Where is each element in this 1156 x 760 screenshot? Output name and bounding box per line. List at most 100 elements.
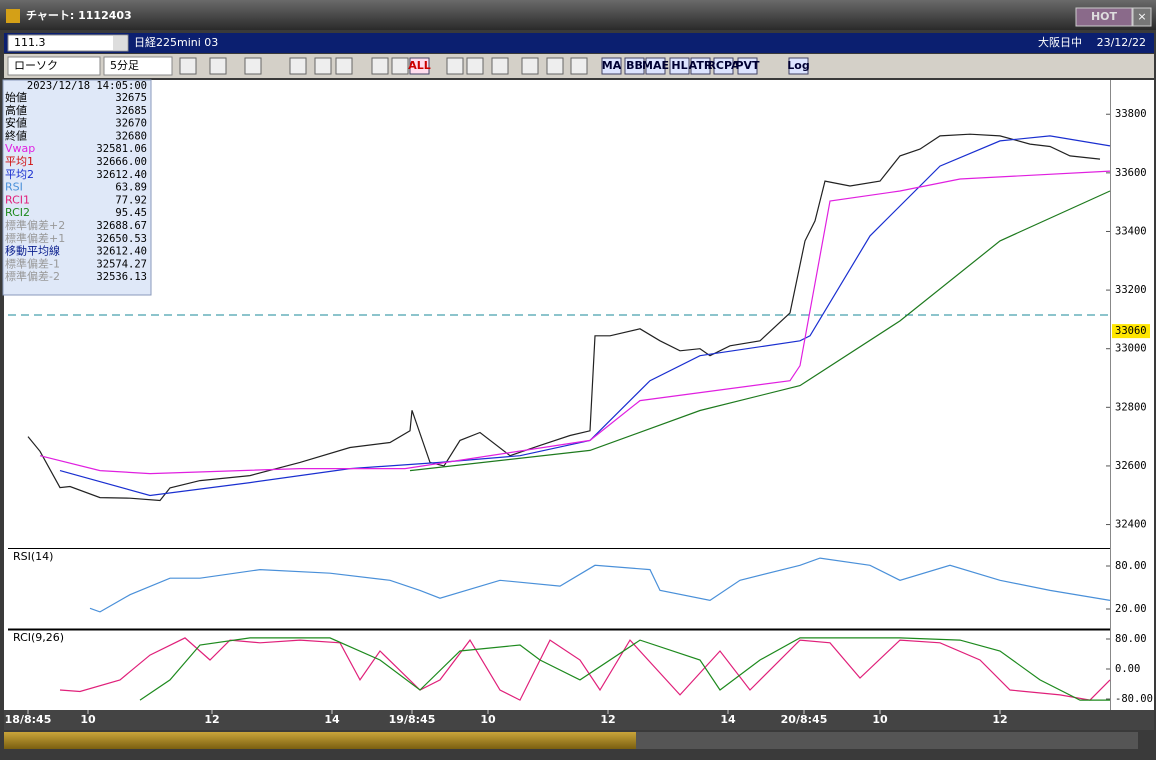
series-line <box>39 170 1111 475</box>
series-line <box>59 637 1111 701</box>
panel-title: RCI(9,26) <box>13 631 64 644</box>
tool-icon[interactable] <box>179 57 197 75</box>
hot-label: HOT <box>1091 10 1118 23</box>
y-tick-label: 32400 <box>1115 519 1147 531</box>
tool-icon[interactable] <box>391 57 409 75</box>
x-tick-label: 14 <box>324 713 340 726</box>
info-value: 32574.27 <box>96 258 147 270</box>
tool-button[interactable] <box>669 57 690 75</box>
tool-button-label: Log <box>787 59 809 72</box>
tool-icon[interactable] <box>289 57 307 75</box>
info-label: RCI1 <box>5 193 30 206</box>
info-datetime: 2023/12/18 14:05:00 <box>27 80 147 92</box>
tool-icon[interactable] <box>244 57 262 75</box>
code-select[interactable] <box>7 34 129 52</box>
info-label: 移動平均線 <box>5 244 60 258</box>
title-bar <box>0 0 1156 30</box>
tool-icon[interactable] <box>446 57 464 75</box>
info-value: 63.89 <box>115 182 147 194</box>
y-tick-label: 32600 <box>1115 460 1147 472</box>
info-label: 平均1 <box>5 155 34 168</box>
series-line <box>27 133 1101 502</box>
instrument: 日経225mini 03 <box>134 36 218 49</box>
info-background <box>2 79 152 296</box>
x-tick-label: 12 <box>600 713 615 726</box>
tool-button-label: RCPA <box>707 59 740 72</box>
window-title: チャート: 1112403 <box>26 9 132 22</box>
info-value: 32612.40 <box>96 169 147 181</box>
tool-icon[interactable] <box>546 57 564 75</box>
info-label: 標準偏差+2 <box>5 218 65 232</box>
last-price-label: 33060 <box>1115 325 1147 337</box>
tool-button[interactable] <box>713 57 734 75</box>
x-tick-label: 18/8:45 <box>5 713 52 726</box>
interval-select[interactable] <box>103 56 173 76</box>
info-value: 32680 <box>115 130 147 142</box>
info-value: 95.45 <box>115 207 147 219</box>
y-tick-label: 20.00 <box>1115 603 1147 615</box>
tool-icon[interactable] <box>466 57 484 75</box>
last-price-marker <box>1112 324 1150 339</box>
date: 23/12/22 <box>1097 36 1146 49</box>
tool-button[interactable] <box>737 57 758 75</box>
y-tick-label: 32800 <box>1115 401 1147 413</box>
info-label: 標準偏差+1 <box>5 231 65 245</box>
tool-icon[interactable] <box>570 57 588 75</box>
info-value: 32581.06 <box>96 143 147 155</box>
tool-button-label: MAE <box>642 59 669 72</box>
tool-button[interactable] <box>645 57 666 75</box>
info-label: 安値 <box>5 116 27 130</box>
info-value: 77.92 <box>115 194 147 206</box>
tool-button[interactable] <box>409 57 430 75</box>
y-tick-label: -80.00 <box>1115 693 1153 705</box>
info-label: 始値 <box>5 90 27 104</box>
info-value: 32670 <box>115 118 147 130</box>
x-tick-label: 10 <box>480 713 496 726</box>
dropdown-arrow <box>113 36 127 50</box>
tool-button[interactable] <box>788 57 809 75</box>
info-label: 標準偏差-2 <box>5 269 60 283</box>
x-tick-label: 14 <box>720 713 736 726</box>
info-label: 高値 <box>5 103 27 117</box>
tool-icon[interactable] <box>371 57 389 75</box>
tool-icon[interactable] <box>209 57 227 75</box>
y-tick-label: 80.00 <box>1115 633 1147 645</box>
info-value: 32650.53 <box>96 233 147 245</box>
tool-button-label: ATR <box>689 59 713 72</box>
session: 大阪日中 <box>1038 35 1082 49</box>
y-tick-label: 0.00 <box>1115 663 1140 675</box>
interval: 5分足 <box>110 59 139 72</box>
hot-button[interactable] <box>1075 7 1133 27</box>
x-tick-label: 19/8:45 <box>389 713 436 726</box>
tool-button[interactable] <box>601 57 622 75</box>
info-label: RCI2 <box>5 206 30 219</box>
tool-icon[interactable] <box>335 57 353 75</box>
y-tick-label: 33200 <box>1115 284 1147 296</box>
tool-icon[interactable] <box>521 57 539 75</box>
close-button[interactable] <box>1132 7 1152 27</box>
scrollbar-track <box>636 732 1138 749</box>
tool-icon[interactable] <box>314 57 332 75</box>
code: 111.3 <box>14 36 46 49</box>
tool-button[interactable] <box>624 57 645 75</box>
x-tick-label: 12 <box>992 713 1007 726</box>
info-label: Vwap <box>5 142 35 155</box>
tool-icon[interactable] <box>491 57 509 75</box>
info-label: RSI <box>5 181 23 194</box>
scrollbar-thumb[interactable] <box>4 732 636 749</box>
y-tick-label: 80.00 <box>1115 560 1147 572</box>
y-tick-label: 33400 <box>1115 225 1147 237</box>
panel-title: RSI(14) <box>13 550 53 563</box>
close-label: × <box>1137 10 1146 23</box>
style-select[interactable] <box>7 56 101 76</box>
series-line <box>59 135 1111 497</box>
tool-button[interactable] <box>690 57 711 75</box>
tool-button-label: MA <box>602 59 622 72</box>
plots: 32400 32600 32800 33000 33200 33400 33600 33800… <box>5 108 1153 726</box>
tool-button-label: BB <box>626 59 643 72</box>
series-line <box>139 637 1110 701</box>
